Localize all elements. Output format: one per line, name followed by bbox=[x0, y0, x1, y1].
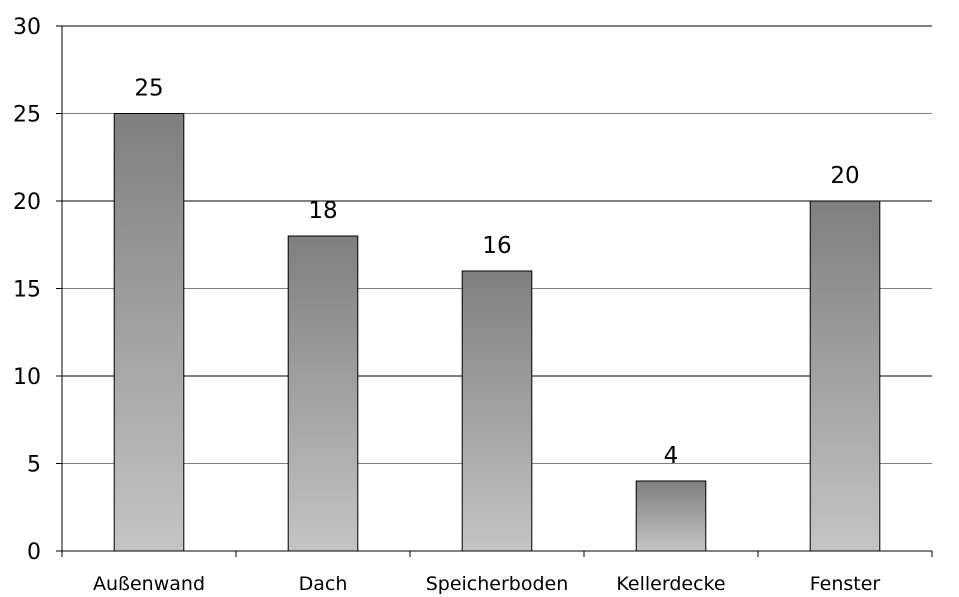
bars bbox=[113, 113, 881, 552]
x-tick-label: Dach bbox=[299, 573, 348, 595]
x-axis: Außenwand Dach Speicherboden Kellerdecke Fen… bbox=[61, 550, 933, 595]
data-label: 20 bbox=[830, 163, 859, 189]
x-tick-label: Speicherboden bbox=[426, 573, 569, 595]
x-tick-label: Außenwand bbox=[93, 573, 205, 595]
bar bbox=[113, 113, 185, 552]
data-label: 4 bbox=[664, 443, 679, 469]
y-axis: 0 5 10 15 20 25 30 bbox=[13, 15, 63, 565]
y-tick-label: 30 bbox=[13, 15, 41, 40]
bar bbox=[287, 235, 359, 552]
y-tick-label: 5 bbox=[27, 453, 41, 478]
y-tick-label: 10 bbox=[13, 365, 41, 390]
data-label: 18 bbox=[308, 198, 337, 224]
bar bbox=[809, 200, 881, 552]
x-tick-label: Kellerdecke bbox=[616, 573, 725, 595]
y-tick-label: 0 bbox=[27, 540, 41, 565]
data-label: 25 bbox=[134, 76, 163, 102]
x-tick-label: Fenster bbox=[810, 573, 881, 595]
data-labels: 25 18 16 4 20 bbox=[134, 76, 859, 470]
y-tick-label: 15 bbox=[13, 278, 41, 303]
bar bbox=[461, 270, 533, 552]
bar bbox=[635, 480, 707, 552]
y-tick-label: 25 bbox=[13, 103, 41, 128]
y-tick-label: 20 bbox=[13, 190, 41, 215]
data-label: 16 bbox=[482, 233, 511, 259]
